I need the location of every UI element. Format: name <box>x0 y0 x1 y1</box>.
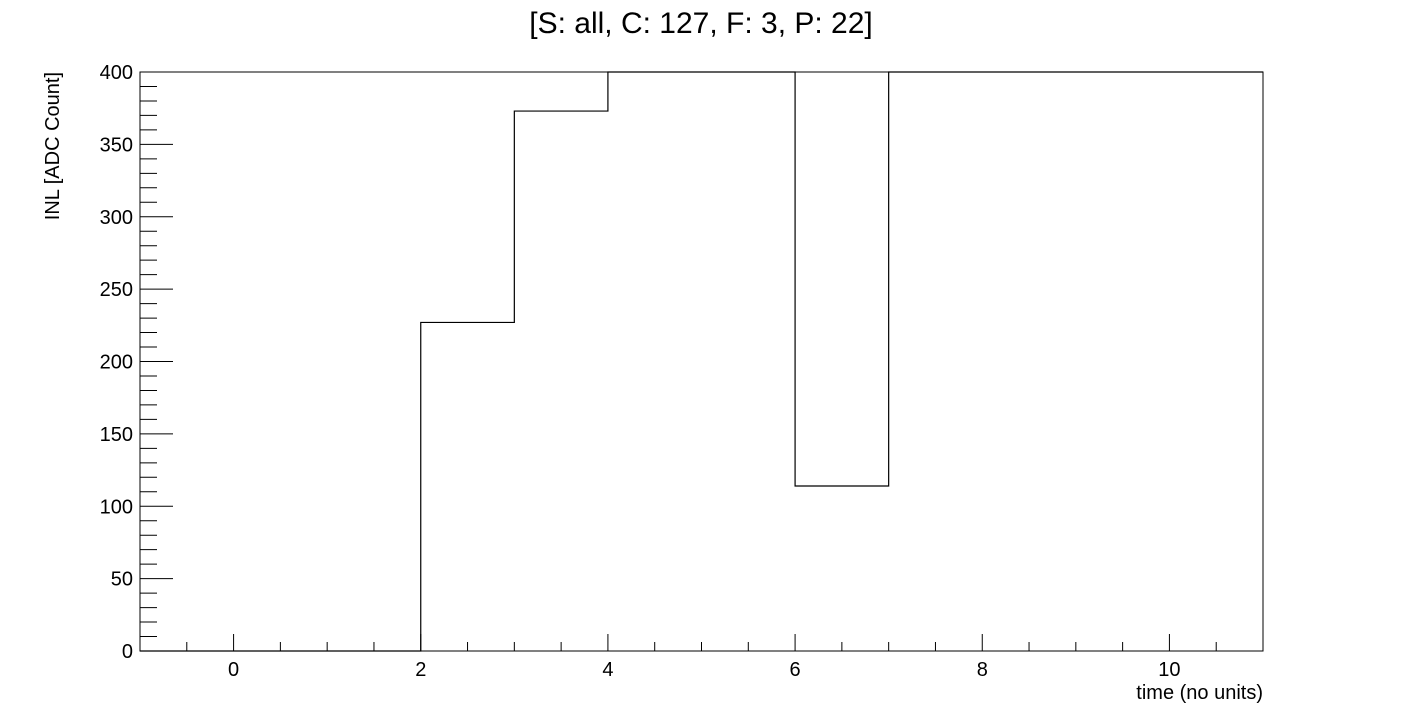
y-tick-label: 300 <box>100 207 133 229</box>
chart-title: [S: all, C: 127, F: 3, P: 22] <box>529 7 873 40</box>
histogram-bin <box>702 72 796 651</box>
histogram-bin <box>889 72 983 651</box>
histogram-bin <box>421 322 515 651</box>
histogram-bin <box>982 72 1076 651</box>
y-tick-label: 200 <box>100 352 133 374</box>
x-tick-label: 2 <box>415 659 426 681</box>
y-tick-label: 350 <box>100 134 133 156</box>
x-tick-label: 10 <box>1158 659 1180 681</box>
histogram-bin <box>1076 72 1170 651</box>
y-tick-label: 100 <box>100 496 133 518</box>
histogram-bin <box>795 486 889 651</box>
histogram-bin <box>608 72 702 651</box>
plot-frame <box>139 71 1264 652</box>
x-axis-label: time (no units) <box>1136 682 1263 704</box>
x-tick-label: 8 <box>977 659 988 681</box>
y-axis-label: INL [ADC Count] <box>42 72 64 220</box>
y-tick-label: 150 <box>100 424 133 446</box>
y-tick-label: 250 <box>100 279 133 301</box>
x-tick-label: 4 <box>602 659 613 681</box>
histogram-bin <box>1169 72 1263 651</box>
y-tick-label: 400 <box>100 62 133 84</box>
histogram-bin <box>514 111 608 651</box>
y-tick-label: 50 <box>111 569 133 591</box>
series-group <box>140 71 1263 652</box>
axes: 0 50 100 150 200 250 300 350 400 0 2 4 6 8 10 <box>100 62 1264 681</box>
y-tick-label: 0 <box>122 641 133 663</box>
histogram-series-line <box>140 71 1263 652</box>
x-tick-label: 0 <box>228 659 239 681</box>
x-tick-label: 6 <box>790 659 801 681</box>
